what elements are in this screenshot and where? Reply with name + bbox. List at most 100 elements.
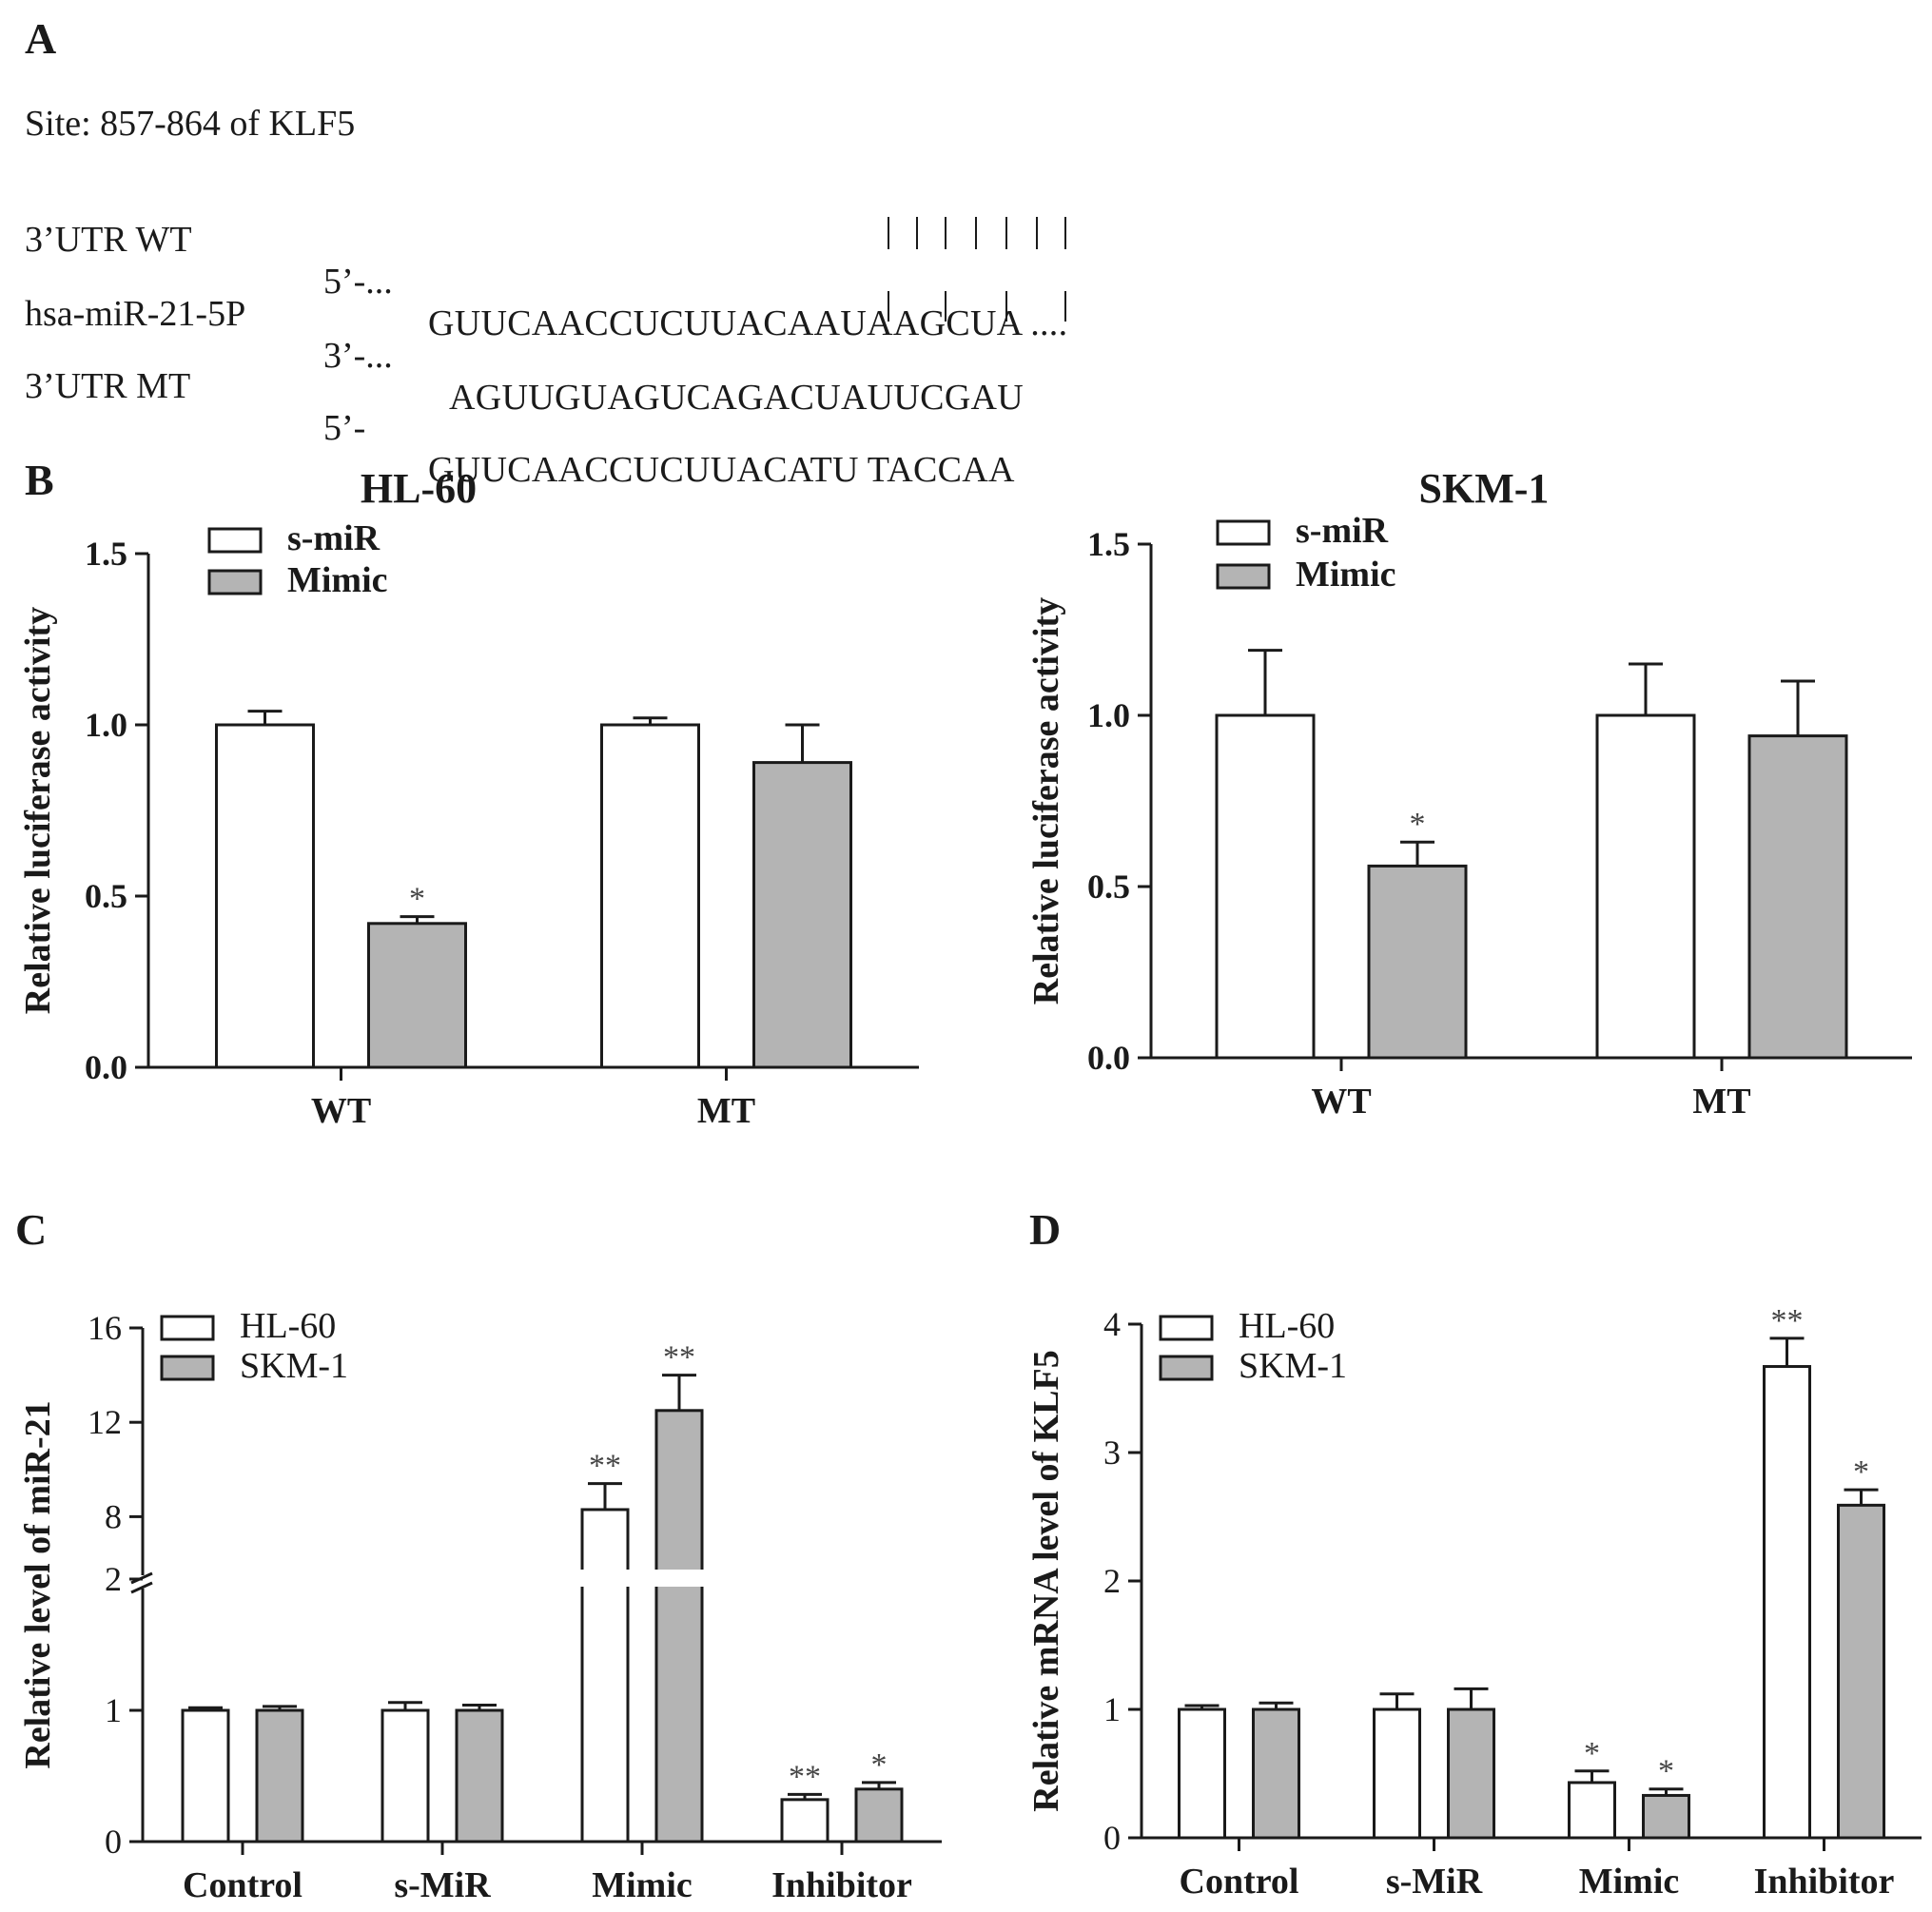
legend-swatch [160,1355,215,1381]
bar-break-gap [579,1570,631,1587]
x-tick-label: MT [697,1091,755,1131]
y-tick-label: 12 [88,1403,122,1441]
y-tick-label: 1.5 [85,535,127,573]
x-tick-label: WT [1311,1082,1371,1122]
panel-a-letter: A [25,14,57,63]
bar [255,1708,304,1844]
x-tick-label: Inhibitor [1754,1862,1895,1902]
x-tick-label: WT [311,1091,371,1131]
significance-mark: ** [589,1449,621,1484]
bar [1447,1707,1495,1840]
legend-swatch [1216,519,1271,546]
sequence-prime: 5’-... [323,262,393,302]
x-tick-label: MT [1692,1082,1750,1122]
y-axis-label: Relative luciferase activity [18,607,58,1014]
legend-swatch [160,1315,215,1341]
bar [1837,1503,1885,1840]
y-tick-label: 0.0 [85,1048,127,1086]
x-tick-label: Inhibitor [771,1865,912,1905]
legend-label: Mimic [287,560,388,600]
y-tick-label: 0.0 [1087,1039,1130,1077]
significance-mark: * [1853,1454,1869,1490]
y-tick-label: 4 [1103,1305,1121,1343]
y-tick-label: 3 [1103,1434,1121,1472]
y-axis-label: Relative luciferase activity [1026,597,1066,1005]
legend-swatch [1216,563,1271,590]
bar [1178,1707,1226,1840]
legend-label: SKM-1 [1239,1346,1347,1386]
sequence-label: 3’UTR MT [25,366,191,406]
significance-mark: ** [1771,1303,1804,1338]
chart-skm1-luciferase: SKM-1 0.0 0.5 1.0 1.5 Relative luciferase act… [1026,465,1912,1122]
y-tick-label: 0.5 [1087,868,1130,906]
significance-mark: * [1584,1736,1600,1771]
bar [455,1708,504,1844]
x-tick-label: Control [183,1865,302,1905]
significance-mark: ** [663,1340,695,1375]
panel-b-letter: B [25,456,54,504]
y-tick-label: 2 [1103,1562,1121,1600]
bar [381,1708,430,1844]
bar [1373,1707,1421,1840]
y-tick-label: 1 [1103,1690,1121,1728]
chart-title: HL-60 [361,465,477,512]
panel-c-letter: C [15,1205,48,1254]
x-tick-label: Control [1180,1862,1299,1902]
y-tick-label: 2 [105,1560,122,1598]
legend-label: s-miR [287,518,381,558]
bar [1215,713,1316,1060]
bar [1642,1793,1690,1840]
pairing-lines-top [888,217,1066,322]
bar [1747,734,1848,1060]
significance-mark: * [871,1747,888,1783]
legend-swatch [207,527,263,554]
y-tick-label: 1.0 [1087,696,1130,734]
y-axis-label: Relative level of miR-21 [18,1400,58,1768]
sequence-label: 3’UTR WT [25,220,192,260]
y-tick-label: 0 [1103,1819,1121,1857]
bar [654,1409,704,1844]
sequence-prime: 5’- [323,408,366,448]
y-tick-label: 8 [105,1497,122,1535]
sequence-row-mirna: hsa-miR-21-5P 3’-... AGUUGUAGUCAGACUAUUC… [0,251,1024,419]
bar [854,1787,904,1844]
legend-label: SKM-1 [240,1346,348,1386]
panel-d-letter: D [1029,1205,1062,1254]
significance-mark: * [1658,1754,1674,1789]
bar [1568,1781,1616,1840]
significance-mark: * [1410,807,1426,842]
bar [1763,1365,1811,1840]
legend-swatch [1159,1355,1214,1381]
y-tick-label: 1 [105,1691,122,1729]
chart-klf5-mrna: 0 1 2 3 4 Relative mRNA level of KLF5 Control s… [1026,1303,1922,1902]
sequence-row-wt: 3’UTR WT 5’-... GUUCAACCUCUUACAAUAAGCUA … [0,177,1067,344]
y-axis-label: Relative mRNA level of KLF5 [1026,1350,1066,1811]
bar [752,761,852,1069]
bar [1367,864,1468,1060]
y-tick-label: 1.0 [85,706,127,744]
sequence-prime: 3’-... [323,336,393,376]
chart-title: SKM-1 [1419,465,1550,512]
chart-hl60-luciferase: HL-60 0.0 0.5 1.0 1.5 Relative luciferase act… [18,465,919,1131]
x-tick-label: Mimic [1579,1862,1680,1902]
sequence-text: GUUCAACCUCUUACAAUAAGCUA .... [428,303,1068,343]
legend-label: Mimic [1296,555,1396,595]
x-tick-label: Mimic [592,1865,693,1905]
y-tick-label: 0 [105,1823,122,1861]
sequence-text: AGUUGUAGUCAGACUAUUCGAU [449,378,1025,418]
legend-swatch [207,569,263,595]
bar [1252,1707,1300,1840]
legend-swatch [1159,1315,1214,1341]
legend-label: HL-60 [1239,1306,1335,1346]
y-tick-label: 1.5 [1087,525,1130,563]
significance-mark: ** [789,1759,821,1794]
bar [600,723,700,1069]
bar [1595,713,1696,1060]
y-tick-label: 16 [88,1309,122,1347]
bar [780,1798,829,1844]
bar [367,922,467,1069]
site-label: Site: 857-864 of KLF5 [25,104,356,144]
significance-mark: * [409,882,425,917]
bar [215,723,315,1069]
axis-break-mark [130,1581,153,1594]
